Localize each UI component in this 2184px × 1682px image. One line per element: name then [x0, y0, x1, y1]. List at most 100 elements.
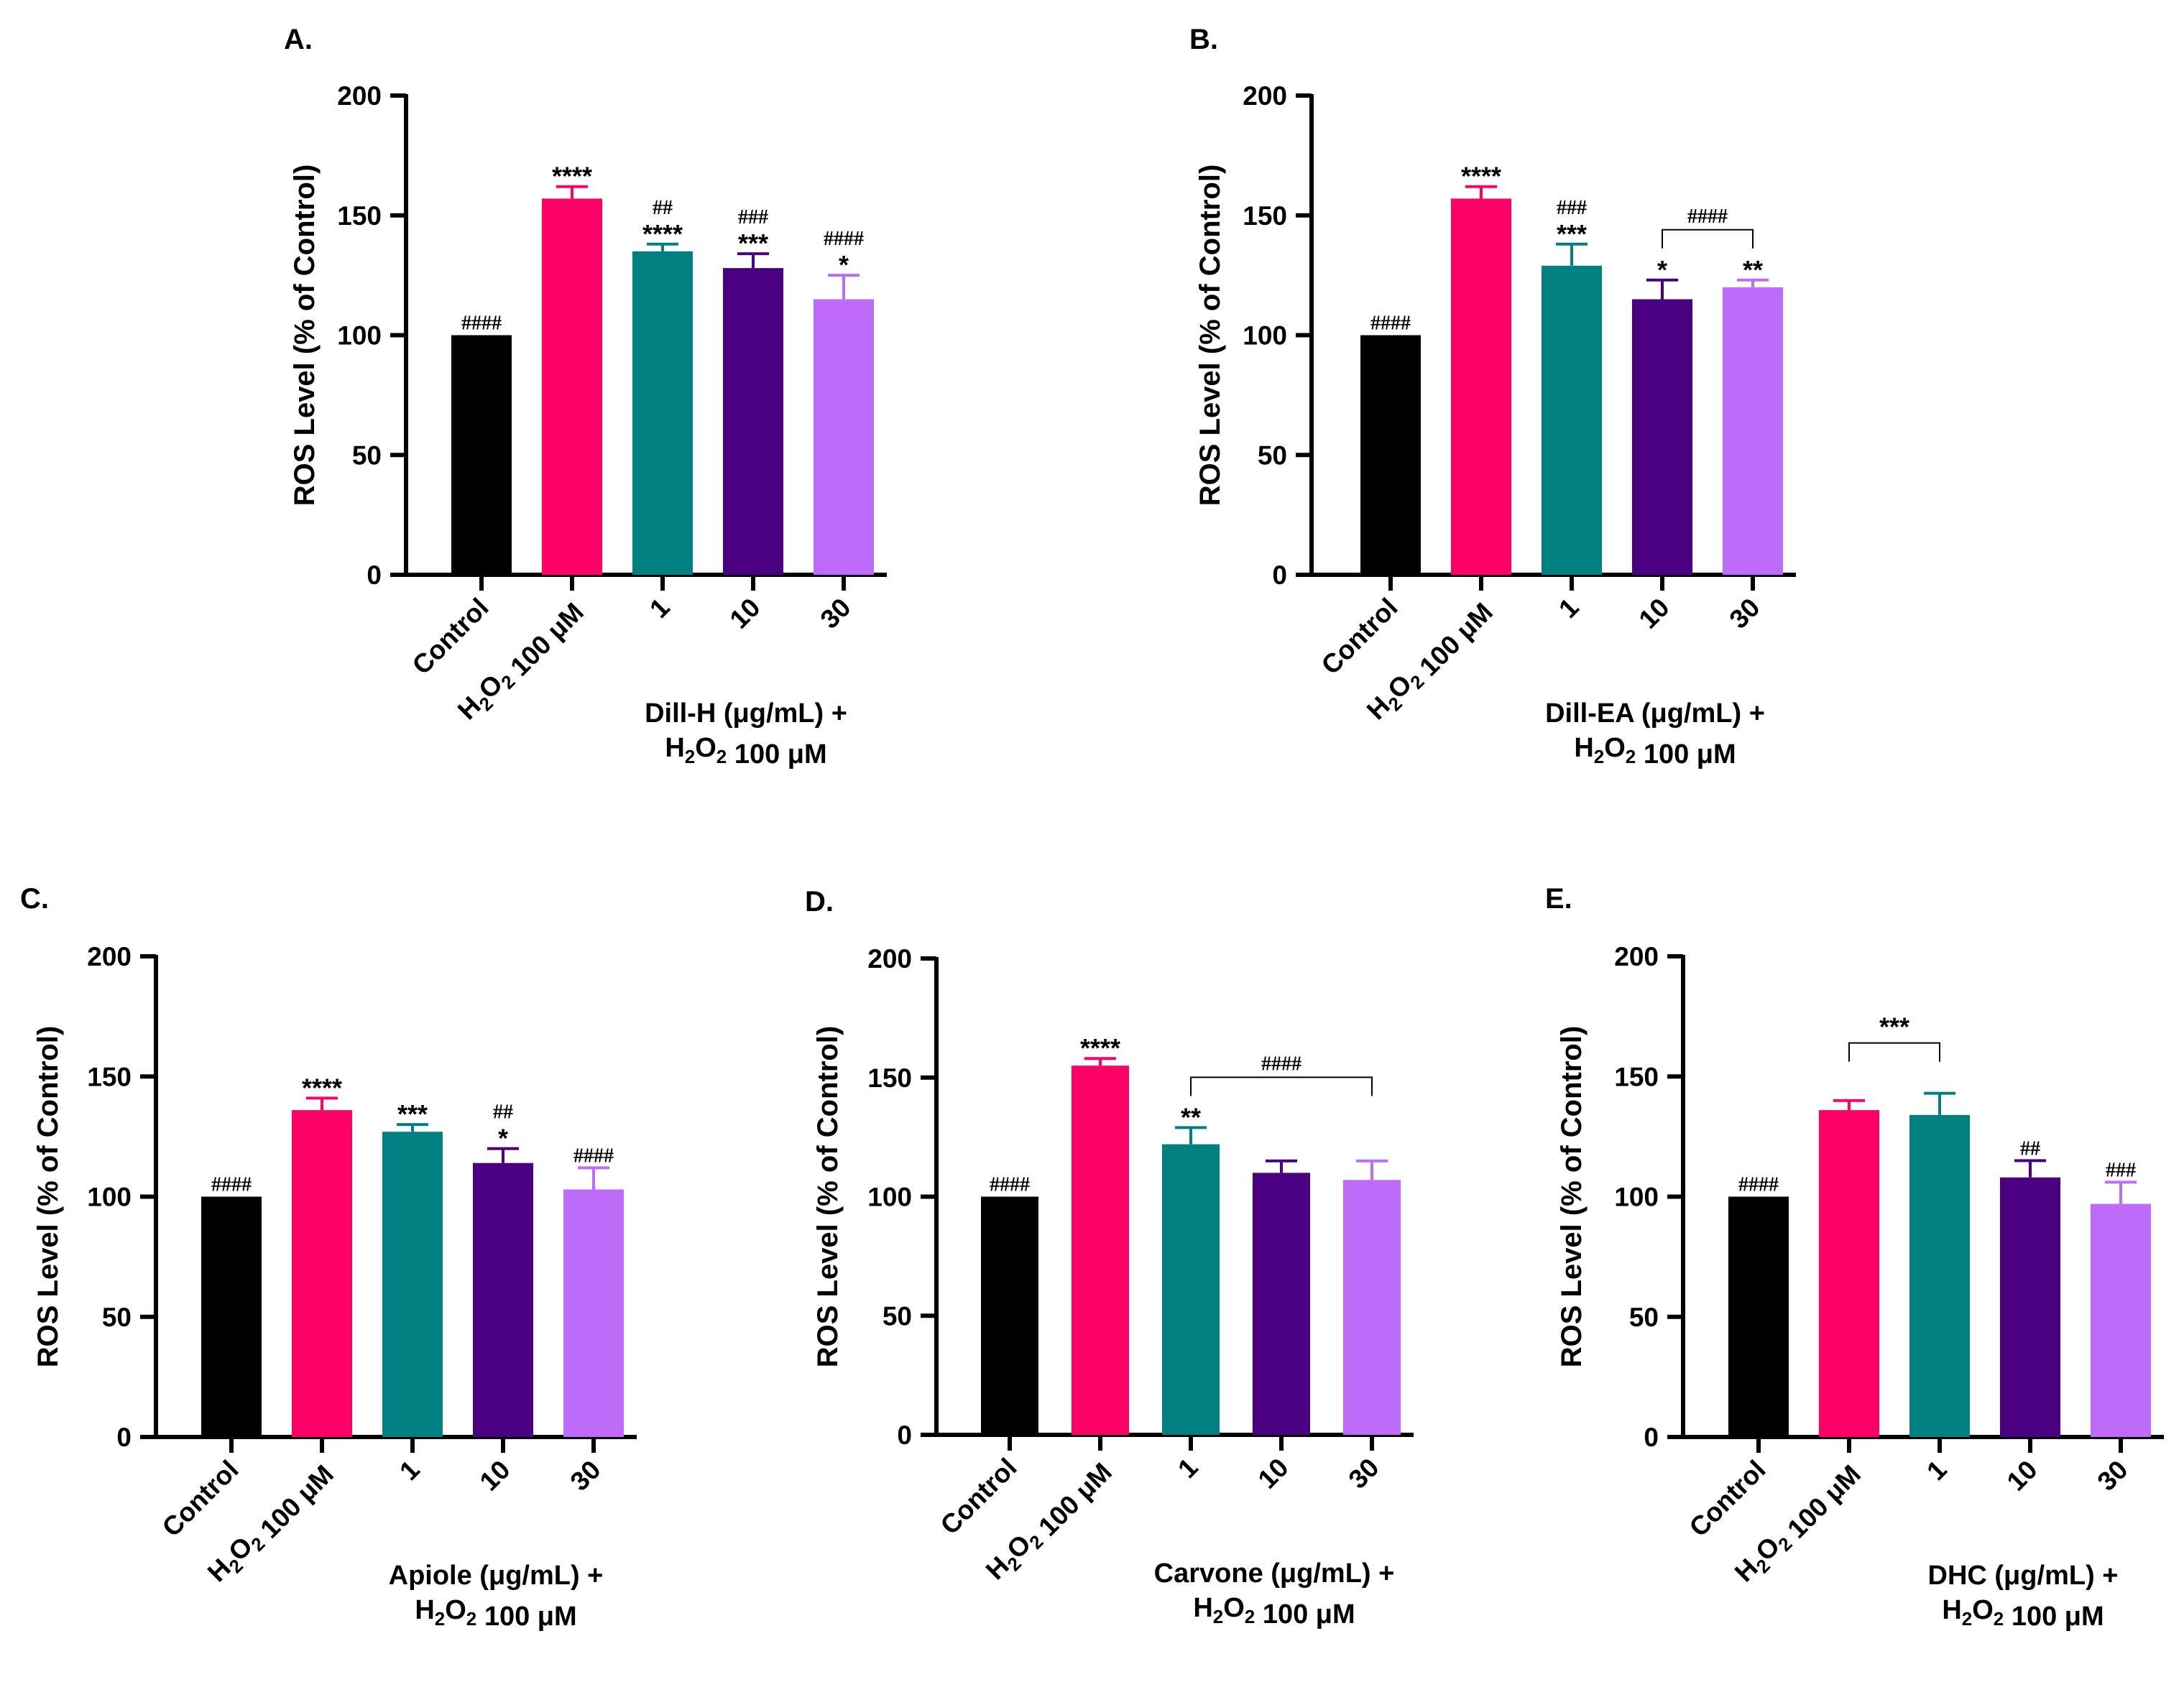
group-label-line1: Apiole (μg/mL) +	[389, 1561, 604, 1591]
y-axis-label: ROS Level (% of Control)	[1194, 165, 1226, 507]
group-label-line2: H2O2 100 μM	[1193, 1593, 1355, 1630]
group-label-line1: Dill-EA (μg/mL) +	[1545, 698, 1765, 729]
group-label-line2: H2O2 100 μM	[1574, 733, 1736, 770]
significance-hashes: ####	[211, 1174, 252, 1196]
bar-4	[1723, 287, 1783, 575]
chart-panel-b: B. ROS Level (% of Control) 0 50 100 150 200 Co…	[1189, 24, 1796, 770]
bar-4	[563, 1189, 624, 1437]
bar-1	[292, 1110, 352, 1437]
y-tick-label: 200	[1614, 942, 1659, 971]
bracket-label: ***	[1879, 1012, 1909, 1042]
panel-letter: D.	[805, 886, 834, 918]
bar-0	[201, 1196, 262, 1437]
bar-0	[981, 1196, 1038, 1435]
significance-stars: ****	[642, 219, 683, 249]
y-tick-label: 50	[1258, 440, 1287, 470]
bar-2	[1542, 265, 1602, 575]
chart-panel-e: E. ROS Level (% of Control) 0 50 100 150 200 Co…	[1545, 883, 2164, 1632]
significance-stars: ****	[1080, 1033, 1120, 1063]
y-axis-label: ROS Level (% of Control)	[1556, 1026, 1588, 1368]
y-axis-label: ROS Level (% of Control)	[289, 165, 321, 507]
bar-3	[1632, 299, 1692, 575]
significance-stars: ***	[1557, 219, 1587, 249]
group-label-line2: H2O2 100 μM	[1942, 1595, 2104, 1632]
y-tick-label: 200	[337, 81, 382, 111]
significance-hashes: ####	[990, 1174, 1030, 1196]
chart-panel-c: C. ROS Level (% of Control) 0 50 100 150 200 Co…	[20, 883, 637, 1632]
comparison-bracket	[1662, 228, 1754, 249]
x-category-label: 10	[1634, 593, 1675, 634]
y-tick-label: 150	[337, 201, 382, 231]
group-label-line1: Carvone (μg/mL) +	[1154, 1558, 1395, 1589]
bar-1	[1451, 198, 1511, 575]
bar-1	[1072, 1066, 1129, 1435]
y-tick-label: 0	[1644, 1423, 1659, 1452]
significance-stars: ***	[738, 228, 768, 258]
y-tick-label: 0	[116, 1423, 132, 1452]
chart-panel-a: A. ROS Level (% of Control) 0 50 100 150 200 Co…	[284, 24, 887, 770]
bar-0	[1728, 1196, 1789, 1437]
x-category-label: 10	[724, 593, 766, 634]
bar-2	[1909, 1114, 1970, 1437]
significance-stars: **	[1181, 1102, 1201, 1132]
significance-hashes: ####	[824, 228, 864, 250]
x-category-label: 1	[394, 1455, 425, 1487]
y-tick-label: 0	[897, 1420, 912, 1450]
x-category-label: Control	[1684, 1455, 1771, 1543]
group-label-line1: Dill-H (μg/mL) +	[645, 698, 847, 729]
significance-stars: ****	[1461, 162, 1501, 191]
panel-letter: B.	[1189, 24, 1218, 55]
x-category-label: 1	[644, 593, 676, 624]
bracket-label: ####	[1687, 205, 1728, 228]
y-tick-label: 150	[867, 1063, 912, 1093]
significance-stars: *	[498, 1124, 508, 1153]
comparison-bracket	[1190, 1076, 1373, 1096]
significance-hashes: ##	[653, 197, 673, 219]
panel-letter: E.	[1545, 883, 1572, 915]
x-category-label: 1	[1921, 1455, 1953, 1487]
y-tick-label: 150	[1243, 201, 1287, 231]
y-tick-label: 100	[867, 1183, 912, 1212]
x-category-label: 1	[1172, 1453, 1204, 1484]
y-tick-label: 200	[87, 942, 132, 971]
significance-stars: *	[839, 250, 849, 279]
y-tick-label: 100	[87, 1183, 132, 1212]
bar-0	[1360, 335, 1421, 575]
significance-hashes: ####	[1738, 1174, 1779, 1196]
y-tick-label: 200	[867, 944, 912, 974]
bar-2	[382, 1132, 443, 1437]
significance-hashes: ####	[461, 313, 502, 335]
significance-hashes: ####	[573, 1145, 614, 1167]
x-category-label: 10	[1253, 1453, 1294, 1494]
x-category-label: Control	[407, 593, 494, 680]
x-category-label: Control	[1316, 593, 1404, 680]
bar-1	[1819, 1110, 1879, 1437]
y-tick-label: 200	[1243, 81, 1287, 111]
significance-hashes: ###	[2106, 1159, 2136, 1181]
group-label-line2: H2O2 100 μM	[665, 733, 826, 770]
significance-hashes: ###	[738, 206, 768, 228]
y-tick-label: 100	[1614, 1183, 1659, 1212]
group-label-line2: H2O2 100 μM	[415, 1595, 576, 1632]
y-axis-label: ROS Level (% of Control)	[812, 1026, 844, 1368]
y-tick-label: 0	[367, 560, 382, 590]
x-category-label: Control	[935, 1453, 1023, 1540]
x-category-label: 30	[2092, 1455, 2134, 1497]
significance-stars: **	[1743, 255, 1763, 285]
bar-1	[542, 198, 602, 575]
y-tick-label: 150	[87, 1062, 132, 1091]
significance-stars: ***	[397, 1099, 428, 1129]
y-tick-label: 50	[1629, 1303, 1659, 1332]
x-category-label: 30	[1724, 593, 1766, 634]
bar-3	[473, 1163, 533, 1437]
y-tick-label: 50	[883, 1301, 912, 1331]
bar-2	[1162, 1144, 1220, 1435]
significance-hashes: ##	[493, 1101, 513, 1124]
bar-3	[1253, 1173, 1310, 1435]
bracket-label: ####	[1261, 1053, 1301, 1075]
x-category-label: 1	[1553, 593, 1585, 624]
bar-4	[2091, 1203, 2151, 1437]
significance-hashes: ###	[1557, 197, 1587, 219]
x-category-label: 30	[565, 1455, 607, 1497]
